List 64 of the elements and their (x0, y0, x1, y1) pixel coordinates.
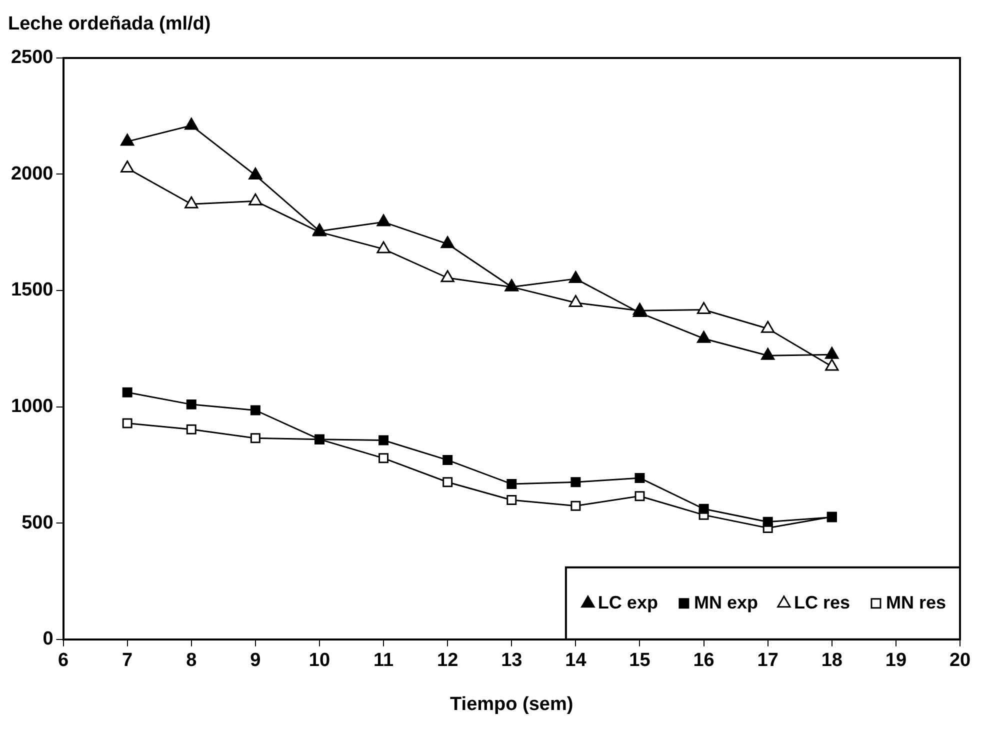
point (568, 295, 582, 308)
y-tick-label: 1000 (10, 396, 54, 417)
point (186, 424, 196, 434)
y-tick-label: 500 (22, 512, 54, 534)
x-tick-label: 13 (501, 650, 522, 672)
x-tick-label: 11 (373, 650, 394, 672)
point (120, 134, 134, 146)
point (570, 500, 581, 511)
point (761, 348, 775, 360)
point (506, 495, 517, 506)
x-tick-label: 6 (58, 650, 69, 672)
point (825, 346, 839, 359)
point (696, 330, 711, 343)
point (761, 320, 775, 333)
legend-label: LC res (794, 592, 850, 612)
point (248, 168, 262, 180)
point (122, 418, 132, 428)
y-tick-label: 0 (42, 628, 54, 650)
point (440, 236, 454, 248)
point (186, 399, 196, 410)
point (762, 516, 773, 527)
x-tick-label: 7 (122, 650, 133, 672)
x-tick-label: 16 (693, 650, 714, 672)
legend-label: LC exp (598, 592, 658, 612)
point (376, 214, 390, 226)
legend-label: MN exp (694, 592, 758, 612)
point (568, 271, 582, 284)
point (440, 270, 454, 282)
point (378, 435, 389, 446)
point (120, 160, 134, 173)
x-tick-label: 8 (186, 650, 197, 672)
point (632, 305, 647, 318)
x-axis-title: Tiempo (sem) (450, 694, 574, 715)
point (634, 491, 645, 502)
point (570, 477, 581, 488)
x-tick-label: 18 (821, 650, 842, 672)
point (506, 479, 517, 489)
point (378, 453, 389, 464)
point (184, 196, 198, 208)
point (442, 477, 453, 488)
point (184, 118, 198, 130)
point (698, 504, 709, 514)
point (250, 433, 260, 444)
y-tick-label: 2500 (10, 47, 54, 68)
x-tick-label: 15 (629, 650, 651, 672)
point (825, 358, 839, 371)
x-tick-label: 10 (308, 650, 330, 672)
point (442, 455, 453, 466)
x-tick-label: 12 (437, 650, 458, 672)
point (122, 387, 132, 398)
point (248, 193, 262, 206)
x-tick-label: 20 (949, 650, 971, 672)
point (634, 472, 645, 483)
point (376, 241, 390, 254)
x-tick-label: 9 (250, 650, 261, 672)
y-axis-title: Leche ordeñada (ml/d) (8, 14, 211, 35)
legend-label: MN res (886, 592, 946, 612)
x-tick-label: 19 (885, 650, 907, 672)
point (250, 405, 260, 416)
y-tick-label: 1500 (10, 280, 54, 301)
x-tick-label: 17 (757, 650, 778, 672)
x-tick-label: 14 (565, 650, 587, 672)
point (696, 302, 711, 314)
y-tick-label: 2000 (10, 163, 54, 184)
